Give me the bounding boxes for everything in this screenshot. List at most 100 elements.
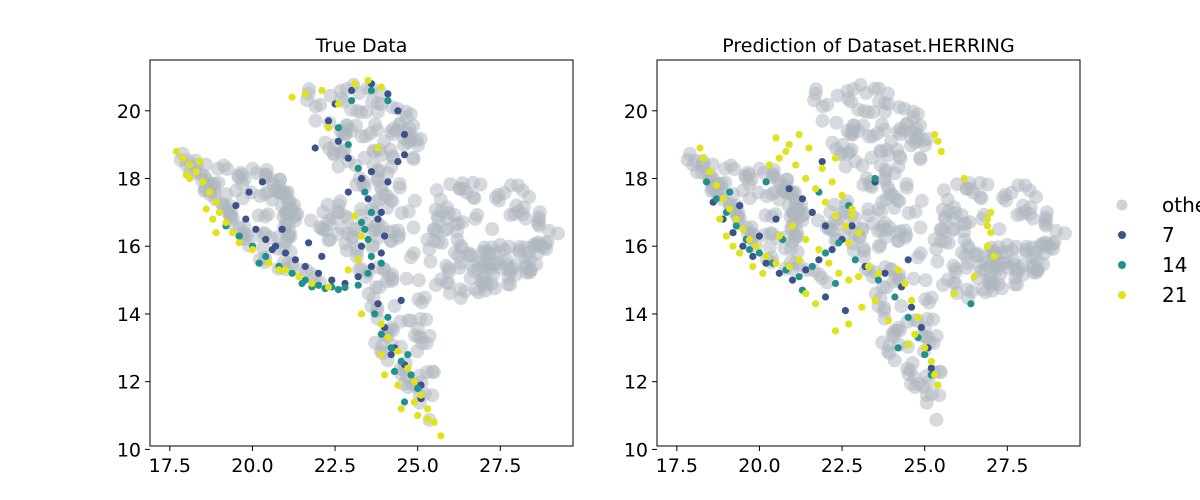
data-point-21 — [377, 351, 385, 359]
others-point — [1025, 211, 1040, 226]
others-point — [894, 299, 909, 313]
legend-label: 7 — [1162, 223, 1175, 247]
others-point — [957, 233, 972, 247]
data-point-21 — [762, 252, 770, 260]
others-point — [807, 93, 822, 108]
data-point-7 — [252, 225, 260, 233]
data-point-14 — [414, 384, 422, 392]
others-point — [322, 217, 337, 232]
data-point-21 — [775, 154, 783, 162]
data-point-7 — [798, 195, 806, 203]
data-point-21 — [802, 290, 810, 298]
others-point — [992, 222, 1007, 237]
others-point — [930, 254, 945, 269]
data-point-21 — [212, 198, 220, 206]
y-tick-label: 16 — [117, 236, 141, 258]
data-point-7 — [785, 185, 793, 193]
data-point-21 — [732, 215, 740, 223]
data-point-21 — [394, 381, 402, 389]
data-point-21 — [275, 266, 283, 274]
data-point-21 — [752, 242, 760, 250]
data-point-21 — [802, 235, 810, 244]
data-point-14 — [361, 188, 369, 196]
data-point-21 — [835, 269, 843, 277]
data-point-21 — [318, 86, 326, 95]
data-point-21 — [229, 229, 237, 237]
others-point — [838, 159, 853, 174]
legend-marker — [1118, 291, 1126, 299]
others-point — [320, 197, 335, 212]
others-point — [948, 276, 963, 291]
data-point-21 — [831, 327, 840, 335]
y-tick-label: 14 — [117, 304, 141, 326]
others-point — [448, 245, 462, 260]
data-point-7 — [387, 351, 395, 359]
data-point-21 — [990, 252, 998, 260]
x-tick-label: 27.5 — [986, 455, 1028, 477]
others-point — [886, 274, 901, 289]
others-point — [518, 211, 533, 226]
others-point — [308, 113, 323, 128]
others-point — [887, 329, 901, 344]
x-tick-label: 20.0 — [231, 455, 273, 477]
legend: others 7 14 21 — [1116, 193, 1200, 307]
others-point — [1025, 240, 1040, 255]
y-tick-label: 20 — [624, 101, 648, 123]
others-point — [830, 88, 845, 103]
data-point-14 — [384, 97, 392, 105]
data-point-14 — [354, 164, 362, 172]
others-point — [916, 133, 931, 148]
others-point — [420, 232, 435, 247]
y-tick-label: 10 — [624, 439, 648, 461]
data-point-21 — [983, 242, 992, 250]
data-point-21 — [384, 334, 392, 342]
others-point — [411, 273, 426, 288]
others-point — [370, 104, 385, 119]
data-point-14 — [371, 310, 379, 318]
others-point — [340, 118, 354, 133]
data-point-7 — [258, 178, 266, 186]
others-point — [980, 177, 995, 192]
data-point-7 — [904, 256, 912, 264]
others-point — [339, 243, 354, 258]
data-point-14 — [967, 300, 975, 308]
legend-label: 14 — [1162, 253, 1187, 277]
others-point — [906, 271, 921, 286]
others-point — [717, 161, 732, 176]
data-point-21 — [785, 141, 793, 149]
others-point — [429, 183, 444, 198]
others-point — [509, 198, 524, 213]
data-point-7 — [821, 293, 830, 301]
data-point-21 — [301, 90, 309, 98]
data-point-7 — [242, 215, 250, 223]
data-point-21 — [696, 144, 704, 152]
data-point-14 — [367, 208, 375, 216]
data-point-14 — [377, 330, 385, 338]
others-point — [348, 222, 363, 237]
axes-frame — [656, 59, 1081, 447]
data-point-7 — [262, 235, 270, 244]
data-point-21 — [729, 242, 737, 250]
data-point-21 — [288, 93, 296, 101]
legend-marker — [1118, 231, 1126, 239]
data-point-14 — [407, 371, 415, 379]
others-point — [955, 245, 969, 260]
data-point-14 — [921, 351, 929, 359]
data-point-14 — [384, 313, 392, 321]
data-point-14 — [367, 86, 375, 95]
data-point-21 — [706, 168, 714, 176]
data-point-21 — [192, 168, 200, 176]
others-point — [441, 261, 456, 276]
data-point-21 — [907, 296, 916, 304]
others-point — [384, 124, 398, 139]
data-point-21 — [802, 174, 810, 183]
others-point — [1049, 223, 1063, 238]
others-point — [878, 260, 893, 275]
data-point-21 — [404, 364, 412, 372]
others-point — [857, 244, 872, 258]
data-point-14 — [755, 249, 763, 257]
others-point — [879, 222, 894, 237]
data-point-21 — [864, 262, 873, 271]
others-point — [403, 250, 418, 265]
others-point — [401, 313, 416, 328]
